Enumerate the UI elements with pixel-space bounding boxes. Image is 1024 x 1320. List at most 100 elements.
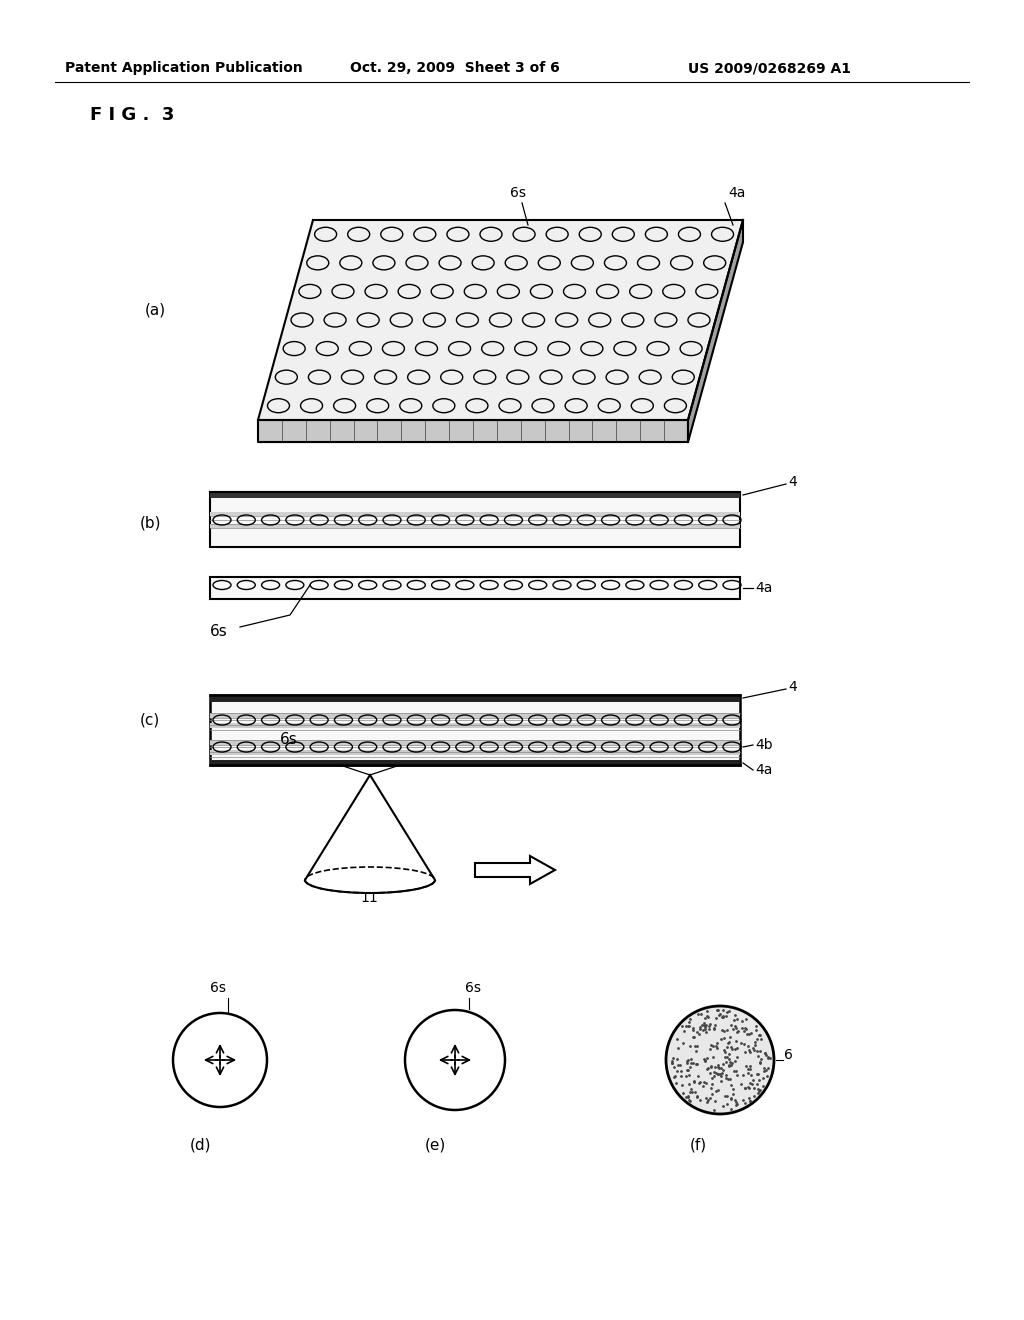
Point xyxy=(710,1063,726,1084)
Point xyxy=(740,1088,757,1109)
Point xyxy=(681,1011,697,1032)
Point xyxy=(758,1041,774,1063)
Point xyxy=(711,1056,727,1077)
Point xyxy=(746,1032,763,1053)
Point xyxy=(696,1012,713,1034)
Point xyxy=(727,1051,743,1072)
Polygon shape xyxy=(688,220,743,442)
Point xyxy=(736,1018,753,1039)
Point xyxy=(730,1020,746,1041)
Point xyxy=(665,1053,681,1074)
Point xyxy=(690,1065,707,1086)
Point xyxy=(760,1057,776,1078)
Text: 4a: 4a xyxy=(755,581,772,595)
Point xyxy=(724,1052,740,1073)
Point xyxy=(756,1060,772,1081)
Point xyxy=(760,1047,776,1068)
Text: 6s: 6s xyxy=(210,981,226,995)
Point xyxy=(698,1047,715,1068)
Point xyxy=(683,1078,699,1100)
Point xyxy=(727,1094,743,1115)
Text: (d): (d) xyxy=(190,1138,212,1152)
Point xyxy=(740,1063,757,1084)
Point xyxy=(722,1051,738,1072)
Point xyxy=(682,1056,698,1077)
Bar xyxy=(210,723,740,729)
Point xyxy=(723,1088,739,1109)
Point xyxy=(755,1074,771,1096)
Point xyxy=(669,1048,685,1069)
Point xyxy=(728,1060,744,1081)
Point xyxy=(699,1006,716,1027)
Point xyxy=(721,1043,737,1064)
Point xyxy=(742,1041,759,1063)
Bar xyxy=(210,713,740,718)
Point xyxy=(712,1064,728,1085)
Point xyxy=(707,1090,723,1111)
Point xyxy=(735,1020,752,1041)
Point xyxy=(759,1045,775,1067)
Point xyxy=(696,1015,713,1036)
Point xyxy=(685,1027,701,1048)
Point xyxy=(745,1040,762,1061)
Point xyxy=(714,1019,730,1040)
Bar xyxy=(210,492,740,498)
Point xyxy=(753,1028,769,1049)
Point xyxy=(713,1071,729,1092)
Text: 4a: 4a xyxy=(728,186,745,201)
Point xyxy=(750,1082,766,1104)
Text: (f): (f) xyxy=(690,1138,708,1152)
Point xyxy=(688,1085,705,1106)
Text: (e): (e) xyxy=(425,1138,446,1152)
Point xyxy=(709,1081,725,1102)
Text: 6s: 6s xyxy=(465,981,481,995)
Point xyxy=(727,1039,743,1060)
Point xyxy=(721,1032,737,1053)
Point xyxy=(682,1035,698,1056)
Point xyxy=(674,1074,690,1096)
Point xyxy=(714,1063,730,1084)
Point xyxy=(712,1003,728,1024)
Bar xyxy=(210,492,740,546)
Bar xyxy=(210,760,740,766)
Point xyxy=(666,1056,682,1077)
Point xyxy=(709,1063,725,1084)
Point xyxy=(756,1057,772,1078)
Point xyxy=(680,1059,696,1080)
Point xyxy=(692,1090,709,1111)
Point xyxy=(715,1005,731,1026)
Text: US 2009/0268269 A1: US 2009/0268269 A1 xyxy=(688,61,851,75)
Point xyxy=(737,1018,754,1039)
Point xyxy=(684,1081,700,1102)
Point xyxy=(710,1055,726,1076)
Text: 4: 4 xyxy=(788,475,797,488)
Point xyxy=(705,1045,721,1067)
Point xyxy=(729,1064,745,1085)
Point xyxy=(728,1018,744,1039)
Point xyxy=(762,1048,778,1069)
Point xyxy=(684,1018,700,1039)
Point xyxy=(696,1049,713,1071)
Point xyxy=(679,1049,695,1071)
Point xyxy=(725,1019,741,1040)
Point xyxy=(719,1038,735,1059)
Text: 4: 4 xyxy=(788,680,797,694)
Point xyxy=(709,999,725,1020)
Point xyxy=(679,1060,695,1081)
Point xyxy=(672,1055,688,1076)
Point xyxy=(741,1090,758,1111)
Point xyxy=(703,1068,720,1089)
Text: 6s: 6s xyxy=(280,733,298,747)
Point xyxy=(735,1034,752,1055)
Point xyxy=(664,1051,680,1072)
Point xyxy=(718,1052,734,1073)
Point xyxy=(691,1023,708,1044)
Bar xyxy=(210,577,740,599)
Point xyxy=(746,1077,763,1098)
Point xyxy=(688,1053,705,1074)
Point xyxy=(749,1015,765,1036)
Text: (a): (a) xyxy=(145,302,166,318)
Point xyxy=(675,1032,691,1053)
Point xyxy=(737,1077,754,1098)
Point xyxy=(699,1059,716,1080)
